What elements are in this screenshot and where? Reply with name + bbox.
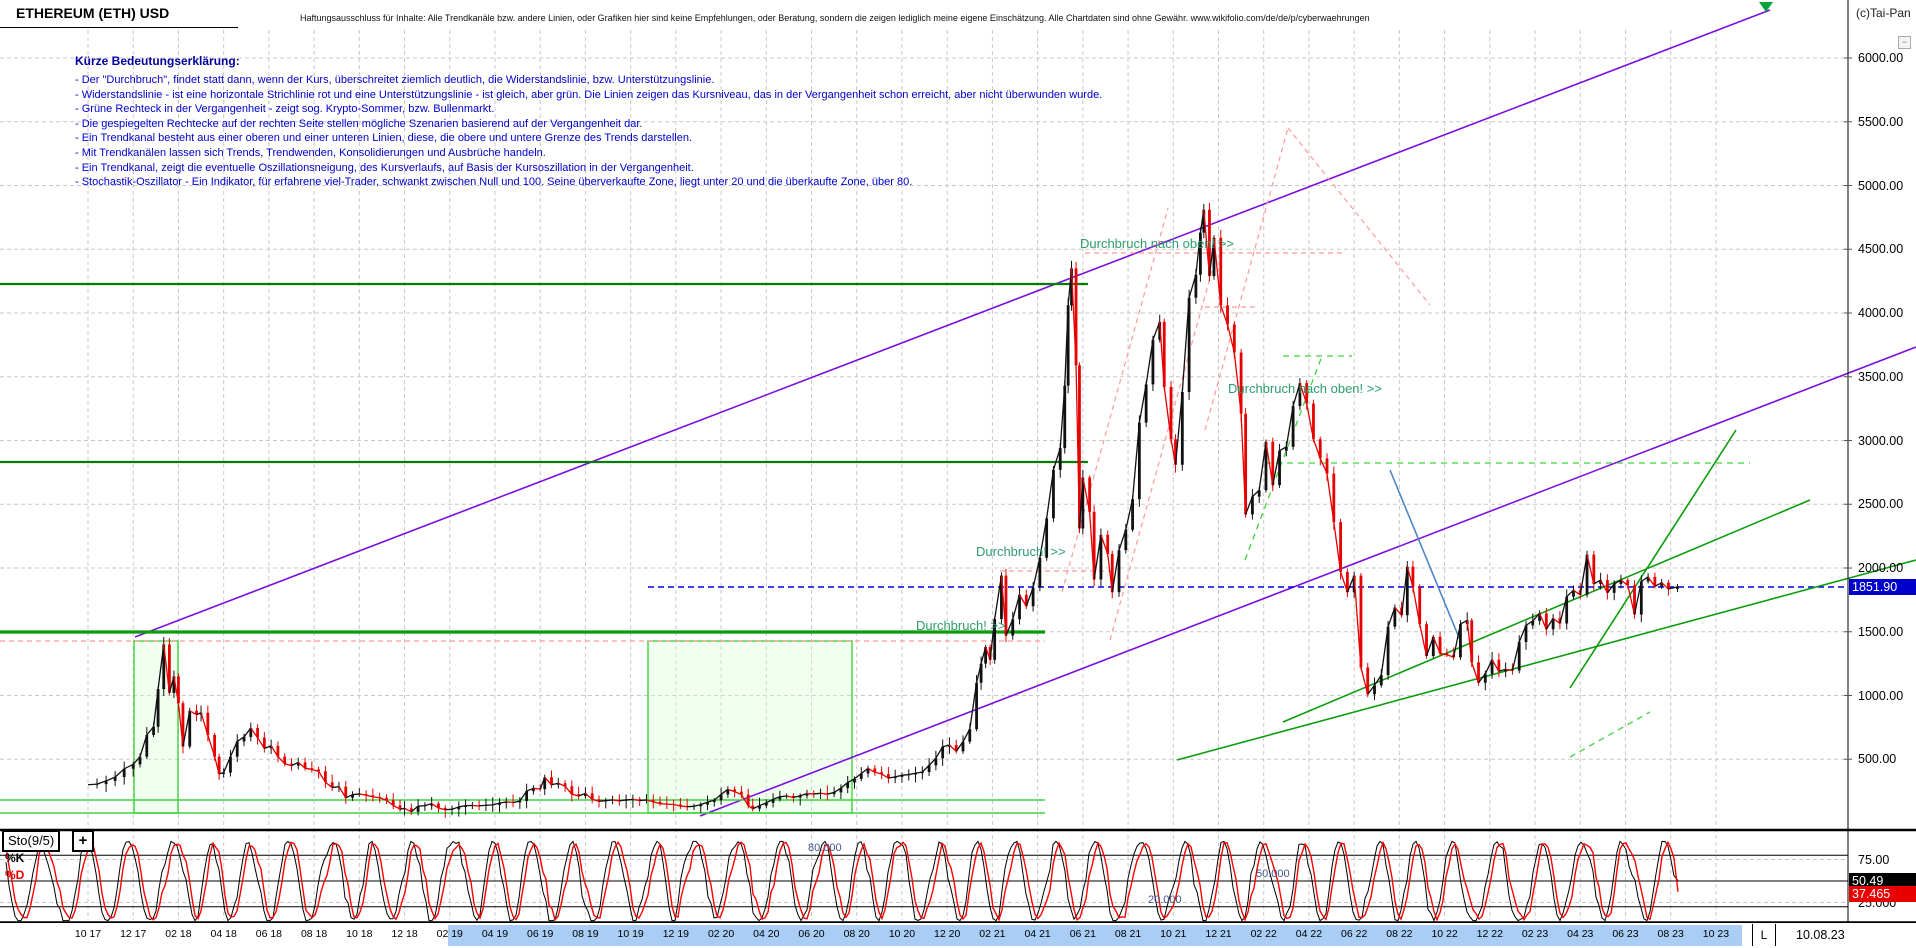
date-axis-label: 02 22 — [1250, 928, 1277, 940]
date-axis-label: 12 18 — [391, 928, 418, 940]
date-axis-label: 12 20 — [934, 928, 961, 940]
date-axis-label: 10 18 — [346, 928, 373, 940]
price-axis-label: 3500.00 — [1858, 369, 1904, 384]
date-axis-label: 04 20 — [753, 928, 780, 940]
disclaimer-text: Haftungsausschluss für Inhalte: Alle Tre… — [300, 13, 1370, 23]
date-axis-label: 12 17 — [120, 928, 147, 940]
legend-explanation-block: Kürze Bedeutungserklärung: - Der "Durchb… — [75, 54, 1102, 191]
date-range-highlight — [448, 925, 1742, 946]
candles-layer — [87, 202, 1679, 818]
date-axis-label: 02 20 — [707, 928, 735, 940]
price-axis-label: 500.00 — [1858, 752, 1897, 767]
date-axis-label: 08 20 — [843, 928, 870, 940]
date-axis-label: 12 19 — [662, 928, 689, 940]
explanation-line: - Grüne Rechteck in der Vergangenheit - … — [75, 103, 495, 116]
date-axis-label: 02 19 — [436, 928, 463, 940]
date-axis-label: 08 21 — [1114, 928, 1142, 940]
date-axis-label: 08 22 — [1386, 928, 1413, 940]
copyright-label: (c)Tai-Pan — [1856, 6, 1911, 20]
date-axis-label: 02 18 — [165, 928, 192, 940]
percent-d-value-badge: 37.465 — [1849, 885, 1916, 902]
date-axis-label: 04 18 — [210, 928, 237, 940]
date-axis-label: 10 19 — [617, 928, 644, 940]
date-axis-label: 10 21 — [1160, 928, 1187, 940]
last-price-badge: 1851.90 — [1849, 578, 1916, 595]
date-axis-label: 06 18 — [255, 928, 283, 940]
date-axis-label: 08 23 — [1657, 928, 1684, 940]
add-indicator-button[interactable]: + — [72, 830, 94, 852]
date-axis[interactable]: 10 17 12 17 02 18 04 18 06 18 08 18 10 18 12 18… — [0, 922, 1916, 948]
instrument-title: ETHEREUM (ETH) USD — [0, 0, 238, 28]
date-axis-label: 06 23 — [1612, 928, 1639, 940]
date-axis-label: 04 22 — [1295, 928, 1323, 940]
explanation-heading: Kürze Bedeutungserklärung: — [75, 54, 240, 68]
price-axis-label: 3000.00 — [1858, 433, 1904, 448]
collapse-axis-icon[interactable]: − — [1898, 36, 1911, 49]
explanation-line: - Ein Trendkanal besteht aus einer obere… — [75, 132, 693, 145]
explanation-line: - Der "Durchbruch", findet statt dann, w… — [75, 74, 715, 86]
date-axis-label: 06 21 — [1069, 928, 1096, 940]
stochastic-level-label: 50.000 — [1256, 868, 1290, 880]
date-axis-label: 08 18 — [300, 928, 328, 940]
breakout-annotation: Durchbruch! >> — [976, 544, 1066, 559]
price-axis-label: 2000.00 — [1858, 561, 1904, 575]
breakout-annotation: Durchbruch nach oben! >> — [1080, 236, 1234, 251]
date-axis-label: 10 20 — [888, 928, 916, 940]
date-axis-label: 10 23 — [1702, 928, 1730, 940]
date-axis-label: 12 22 — [1476, 928, 1503, 940]
explanation-line: - Die gespiegelten Rechtecke auf der rec… — [75, 117, 643, 130]
explanation-line: - Stochastik-Oszillator - Ein Indikator,… — [75, 176, 913, 189]
date-axis-label: 10 17 — [74, 928, 102, 940]
price-axis-label: 5500.00 — [1858, 114, 1904, 129]
price-axis-label: 4500.00 — [1858, 242, 1904, 257]
price-axis-label: 4000.00 — [1858, 306, 1904, 320]
price-axis-label: 1000.00 — [1858, 688, 1904, 703]
date-axis-label: 08 19 — [572, 928, 599, 940]
stochastic-indicator-label[interactable]: Sto(9/5) — [2, 830, 61, 852]
date-axis-label: 06 20 — [798, 928, 825, 940]
percent-d-label: %D — [5, 868, 25, 882]
date-axis-label: 06 19 — [527, 928, 554, 940]
date-axis-label: 04 23 — [1567, 928, 1594, 940]
price-axis-label: 2500.00 — [1858, 497, 1904, 512]
percent-k-label: %K — [5, 851, 25, 865]
last-date-label: 10.08.23 — [1796, 928, 1845, 942]
date-axis-label: 10 22 — [1431, 928, 1458, 940]
price-axis-label: 5000.00 — [1858, 178, 1904, 193]
latest-bar-marker[interactable]: L — [1752, 924, 1776, 946]
explanation-line: - Ein Trendkanal, zeigt die eventuelle O… — [75, 161, 694, 174]
price-axis-label: 1500.00 — [1858, 624, 1904, 639]
rectangle-layer — [133, 640, 853, 814]
date-axis-label: 12 21 — [1205, 928, 1232, 940]
percent-k-value-badge: 50.49 — [1849, 872, 1916, 889]
breakout-annotation: Durchbruch nach oben! >> — [1228, 381, 1382, 396]
price-axis-label: 6000.00 — [1858, 51, 1904, 65]
explanation-line: - Mit Trendkanälen lassen sich Trends, T… — [75, 146, 546, 159]
stochastic-level-label: 20.000 — [1148, 893, 1182, 906]
date-axis-label: 02 23 — [1521, 928, 1549, 940]
date-axis-label: 06 22 — [1341, 928, 1368, 940]
stochastic-level-label: 80.000 — [808, 842, 842, 855]
grid-layer — [0, 30, 1848, 920]
explanation-line: - Widerstandslinie - ist eine horizontal… — [75, 88, 1103, 101]
stochastic-axis-label: 75.00 — [1858, 852, 1890, 867]
breakout-annotation: Durchbruch! >> — [916, 618, 1006, 633]
date-axis-label: 04 21 — [1024, 928, 1051, 940]
date-axis-label: 02 21 — [979, 928, 1006, 940]
date-axis-label: 04 19 — [481, 928, 509, 940]
